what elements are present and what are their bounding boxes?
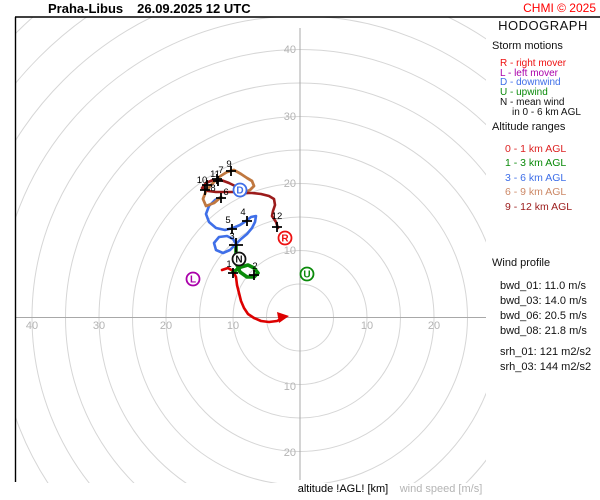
y-tick: 10 <box>284 381 296 393</box>
altitude-labels: 1 2 3 4 5 6 7 8 9 10 11 12 <box>197 159 283 272</box>
plot-frame <box>14 16 600 482</box>
x-tick: 30 <box>93 320 105 332</box>
legend-item-note: in 0 - 6 km AGL <box>512 106 581 118</box>
x-tick: 40 <box>26 320 38 332</box>
storm-relative-helicity-values: srh_01: 121 m2/s2 srh_03: 144 m2/s2 <box>500 345 591 375</box>
left-mover-marker: L <box>185 271 201 287</box>
svg-text:L: L <box>190 275 196 286</box>
legend-item: 0 - 1 km AGL <box>505 143 567 155</box>
srh-value: srh_01: 121 m2/s2 <box>500 346 592 358</box>
mean-wind-marker: N <box>231 251 247 267</box>
legend-item: 1 - 3 km AGL <box>505 157 567 170</box>
y-tick: 40 <box>284 44 296 56</box>
legend-item: D - downwind <box>500 77 561 89</box>
svg-text:R: R <box>281 234 289 245</box>
svg-text:N: N <box>235 255 242 266</box>
altitude-label: 4 <box>240 207 245 218</box>
legend-item: 6 - 9 km AGL <box>505 186 567 199</box>
legend-item: 3 - 6 km AGL <box>505 171 567 184</box>
y-tick: 10 <box>284 245 296 257</box>
altitude-marks <box>200 166 282 280</box>
legend-item: L - left mover <box>500 67 558 79</box>
altitude-ranges-legend: 0 - 1 km AGL 1 - 3 km AGL 3 - 6 km AGL 6… <box>505 142 572 214</box>
trace-arrowhead <box>277 312 289 323</box>
altitude-label: 7 <box>218 165 223 176</box>
sounding-datetime: 26.09.2025 12 UTC <box>137 1 251 16</box>
right-mover-marker: R <box>277 230 293 246</box>
altitude-label: 11 <box>210 169 220 180</box>
storm-motion-markers: R L D U N <box>185 182 315 287</box>
axis-tick-labels: 40 30 20 10 10 20 40 30 20 10 10 20 <box>26 44 440 459</box>
altitude-label: 5 <box>225 215 230 226</box>
legend-item: 9 - 12 km AGL <box>505 200 573 213</box>
bwd-value: bwd_01: 11.0 m/s <box>500 280 587 292</box>
altitude-ranges-heading: Altitude ranges <box>492 121 566 133</box>
copyright-notice: CHMI © 2025 <box>523 1 596 15</box>
downwind-marker: D <box>232 182 248 198</box>
legend-item: U - upwind <box>500 87 548 99</box>
altitude-label: 6 <box>223 187 228 198</box>
bwd-value: bwd_08: 21.8 m/s <box>500 325 587 337</box>
legend-item: N - mean wind <box>500 96 565 108</box>
y-tick: 20 <box>284 447 296 459</box>
x-tick: 10 <box>361 320 373 332</box>
storm-motions-heading: Storm motions <box>492 40 563 52</box>
upwind-marker: U <box>299 266 315 282</box>
altitude-label: 3 <box>229 231 234 242</box>
y-tick: 20 <box>284 178 296 190</box>
bulk-wind-difference-values: bwd_01: 11.0 m/s bwd_03: 14.0 m/s bwd_06… <box>500 279 587 339</box>
trace-6-9km <box>201 168 256 208</box>
x-tick: 10 <box>227 320 239 332</box>
wind-profile-heading: Wind profile <box>492 257 551 269</box>
panel-title: HODOGRAPH <box>498 18 588 33</box>
trace-3-6km <box>204 195 258 246</box>
altitude-label: 9 <box>226 159 231 170</box>
altitude-label: 8 <box>210 183 215 194</box>
page-title: Praha-Libus 26.09.2025 12 UTC <box>48 1 251 16</box>
bwd-value: bwd_03: 14.0 m/s <box>500 295 587 307</box>
svg-text:D: D <box>236 186 243 197</box>
x-tick: 20 <box>160 320 172 332</box>
y-tick: 30 <box>284 111 296 123</box>
altitude-label: 1 <box>226 259 231 270</box>
altitude-axis-caption: altitude !AGL! [km] <box>298 483 388 495</box>
svg-text:U: U <box>303 270 310 281</box>
storm-motions-legend: R - right mover L - left mover D - downw… <box>500 59 581 117</box>
srh-value: srh_03: 144 m2/s2 <box>500 361 592 373</box>
speed-axis-caption: wind speed [m/s] <box>399 483 483 495</box>
legend-item: R - right mover <box>500 58 567 69</box>
bwd-value: bwd_06: 20.5 m/s <box>500 310 587 322</box>
x-tick: 20 <box>428 320 440 332</box>
trace-3-6km-loop <box>212 234 238 255</box>
station-name: Praha-Libus <box>48 1 124 16</box>
altitude-label: 12 <box>272 211 283 222</box>
altitude-label: 2 <box>252 261 257 272</box>
altitude-label: 10 <box>197 175 208 186</box>
